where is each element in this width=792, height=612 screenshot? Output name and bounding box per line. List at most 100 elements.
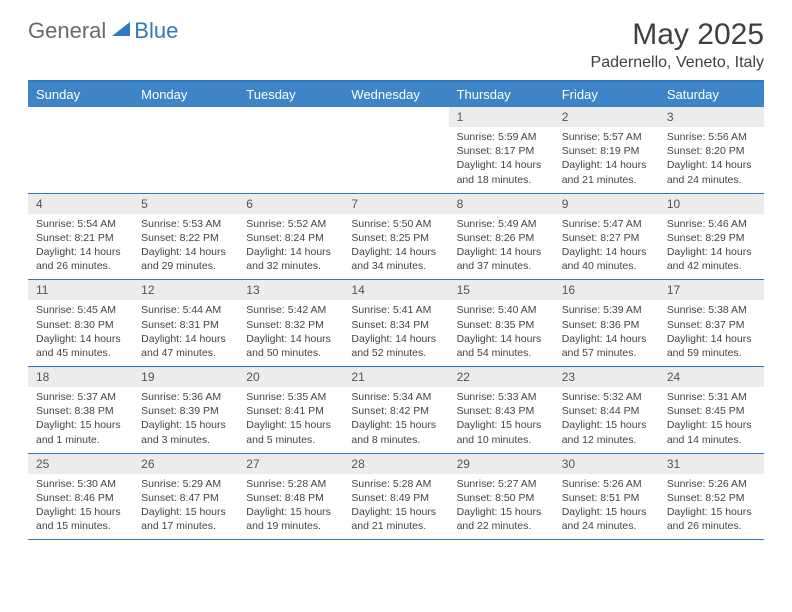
day-cell: 14Sunrise: 5:41 AMSunset: 8:34 PMDayligh… xyxy=(343,280,448,367)
day-cell: 15Sunrise: 5:40 AMSunset: 8:35 PMDayligh… xyxy=(449,280,554,367)
day-cell: 29Sunrise: 5:27 AMSunset: 8:50 PMDayligh… xyxy=(449,453,554,540)
sunset-text: Sunset: 8:20 PM xyxy=(667,144,756,158)
day-text: Sunrise: 5:33 AMSunset: 8:43 PMDaylight:… xyxy=(449,387,554,453)
day-cell: 26Sunrise: 5:29 AMSunset: 8:47 PMDayligh… xyxy=(133,453,238,540)
daylight-text: Daylight: 14 hours and 50 minutes. xyxy=(246,332,335,360)
sunrise-text: Sunrise: 5:46 AM xyxy=(667,217,756,231)
daylight-text: Daylight: 15 hours and 26 minutes. xyxy=(667,505,756,533)
calendar-table: Sunday Monday Tuesday Wednesday Thursday… xyxy=(28,82,764,540)
day-number: 10 xyxy=(659,194,764,214)
day-number: 7 xyxy=(343,194,448,214)
day-cell: 16Sunrise: 5:39 AMSunset: 8:36 PMDayligh… xyxy=(554,280,659,367)
sunset-text: Sunset: 8:36 PM xyxy=(562,318,651,332)
day-number: 26 xyxy=(133,454,238,474)
calendar-page: General Blue May 2025 Padernello, Veneto… xyxy=(0,0,792,558)
day-cell: 19Sunrise: 5:36 AMSunset: 8:39 PMDayligh… xyxy=(133,367,238,454)
day-cell: 3Sunrise: 5:56 AMSunset: 8:20 PMDaylight… xyxy=(659,107,764,193)
daylight-text: Daylight: 14 hours and 40 minutes. xyxy=(562,245,651,273)
day-number: 11 xyxy=(28,280,133,300)
sunrise-text: Sunrise: 5:45 AM xyxy=(36,303,125,317)
title-block: May 2025 Padernello, Veneto, Italy xyxy=(591,18,764,72)
sunset-text: Sunset: 8:21 PM xyxy=(36,231,125,245)
sunset-text: Sunset: 8:46 PM xyxy=(36,491,125,505)
day-text: Sunrise: 5:42 AMSunset: 8:32 PMDaylight:… xyxy=(238,300,343,366)
day-text: Sunrise: 5:46 AMSunset: 8:29 PMDaylight:… xyxy=(659,214,764,280)
logo-triangle-icon xyxy=(112,22,130,36)
daylight-text: Daylight: 14 hours and 42 minutes. xyxy=(667,245,756,273)
day-number: 25 xyxy=(28,454,133,474)
sunrise-text: Sunrise: 5:32 AM xyxy=(562,390,651,404)
day-number xyxy=(238,107,343,127)
daylight-text: Daylight: 15 hours and 10 minutes. xyxy=(457,418,546,446)
day-text: Sunrise: 5:40 AMSunset: 8:35 PMDaylight:… xyxy=(449,300,554,366)
daylight-text: Daylight: 14 hours and 18 minutes. xyxy=(457,158,546,186)
sunrise-text: Sunrise: 5:27 AM xyxy=(457,477,546,491)
logo-text-blue: Blue xyxy=(134,18,178,44)
sunset-text: Sunset: 8:42 PM xyxy=(351,404,440,418)
daylight-text: Daylight: 14 hours and 26 minutes. xyxy=(36,245,125,273)
sunrise-text: Sunrise: 5:34 AM xyxy=(351,390,440,404)
day-cell: 2Sunrise: 5:57 AMSunset: 8:19 PMDaylight… xyxy=(554,107,659,193)
day-text: Sunrise: 5:29 AMSunset: 8:47 PMDaylight:… xyxy=(133,474,238,540)
sunrise-text: Sunrise: 5:37 AM xyxy=(36,390,125,404)
weekday-monday: Monday xyxy=(133,82,238,107)
sunrise-text: Sunrise: 5:54 AM xyxy=(36,217,125,231)
location: Padernello, Veneto, Italy xyxy=(591,54,764,72)
daylight-text: Daylight: 14 hours and 54 minutes. xyxy=(457,332,546,360)
day-cell: 17Sunrise: 5:38 AMSunset: 8:37 PMDayligh… xyxy=(659,280,764,367)
day-number: 20 xyxy=(238,367,343,387)
day-number: 9 xyxy=(554,194,659,214)
day-cell: 22Sunrise: 5:33 AMSunset: 8:43 PMDayligh… xyxy=(449,367,554,454)
day-text: Sunrise: 5:56 AMSunset: 8:20 PMDaylight:… xyxy=(659,127,764,193)
weekday-tuesday: Tuesday xyxy=(238,82,343,107)
daylight-text: Daylight: 14 hours and 37 minutes. xyxy=(457,245,546,273)
sunrise-text: Sunrise: 5:26 AM xyxy=(667,477,756,491)
sunset-text: Sunset: 8:29 PM xyxy=(667,231,756,245)
sunset-text: Sunset: 8:27 PM xyxy=(562,231,651,245)
day-number: 23 xyxy=(554,367,659,387)
day-text: Sunrise: 5:50 AMSunset: 8:25 PMDaylight:… xyxy=(343,214,448,280)
day-cell: 8Sunrise: 5:49 AMSunset: 8:26 PMDaylight… xyxy=(449,193,554,280)
day-cell: 10Sunrise: 5:46 AMSunset: 8:29 PMDayligh… xyxy=(659,193,764,280)
day-text: Sunrise: 5:26 AMSunset: 8:51 PMDaylight:… xyxy=(554,474,659,540)
day-number: 13 xyxy=(238,280,343,300)
day-text: Sunrise: 5:45 AMSunset: 8:30 PMDaylight:… xyxy=(28,300,133,366)
sunset-text: Sunset: 8:41 PM xyxy=(246,404,335,418)
day-number: 14 xyxy=(343,280,448,300)
day-number: 28 xyxy=(343,454,448,474)
sunset-text: Sunset: 8:39 PM xyxy=(141,404,230,418)
sunset-text: Sunset: 8:26 PM xyxy=(457,231,546,245)
daylight-text: Daylight: 15 hours and 21 minutes. xyxy=(351,505,440,533)
sunset-text: Sunset: 8:32 PM xyxy=(246,318,335,332)
sunrise-text: Sunrise: 5:53 AM xyxy=(141,217,230,231)
sunrise-text: Sunrise: 5:28 AM xyxy=(246,477,335,491)
day-number: 17 xyxy=(659,280,764,300)
day-text xyxy=(343,127,448,190)
weekday-sunday: Sunday xyxy=(28,82,133,107)
day-text xyxy=(133,127,238,190)
sunset-text: Sunset: 8:52 PM xyxy=(667,491,756,505)
daylight-text: Daylight: 15 hours and 15 minutes. xyxy=(36,505,125,533)
day-cell: 9Sunrise: 5:47 AMSunset: 8:27 PMDaylight… xyxy=(554,193,659,280)
week-row: 4Sunrise: 5:54 AMSunset: 8:21 PMDaylight… xyxy=(28,193,764,280)
day-cell xyxy=(133,107,238,193)
day-text: Sunrise: 5:32 AMSunset: 8:44 PMDaylight:… xyxy=(554,387,659,453)
month-title: May 2025 xyxy=(591,18,764,52)
day-cell: 18Sunrise: 5:37 AMSunset: 8:38 PMDayligh… xyxy=(28,367,133,454)
day-text xyxy=(28,127,133,190)
day-text: Sunrise: 5:27 AMSunset: 8:50 PMDaylight:… xyxy=(449,474,554,540)
sunset-text: Sunset: 8:31 PM xyxy=(141,318,230,332)
sunset-text: Sunset: 8:37 PM xyxy=(667,318,756,332)
day-number: 5 xyxy=(133,194,238,214)
sunrise-text: Sunrise: 5:35 AM xyxy=(246,390,335,404)
daylight-text: Daylight: 14 hours and 47 minutes. xyxy=(141,332,230,360)
sunrise-text: Sunrise: 5:42 AM xyxy=(246,303,335,317)
day-cell: 12Sunrise: 5:44 AMSunset: 8:31 PMDayligh… xyxy=(133,280,238,367)
daylight-text: Daylight: 14 hours and 24 minutes. xyxy=(667,158,756,186)
sunrise-text: Sunrise: 5:50 AM xyxy=(351,217,440,231)
header: General Blue May 2025 Padernello, Veneto… xyxy=(28,18,764,72)
day-number: 22 xyxy=(449,367,554,387)
sunrise-text: Sunrise: 5:29 AM xyxy=(141,477,230,491)
sunrise-text: Sunrise: 5:38 AM xyxy=(667,303,756,317)
sunrise-text: Sunrise: 5:57 AM xyxy=(562,130,651,144)
